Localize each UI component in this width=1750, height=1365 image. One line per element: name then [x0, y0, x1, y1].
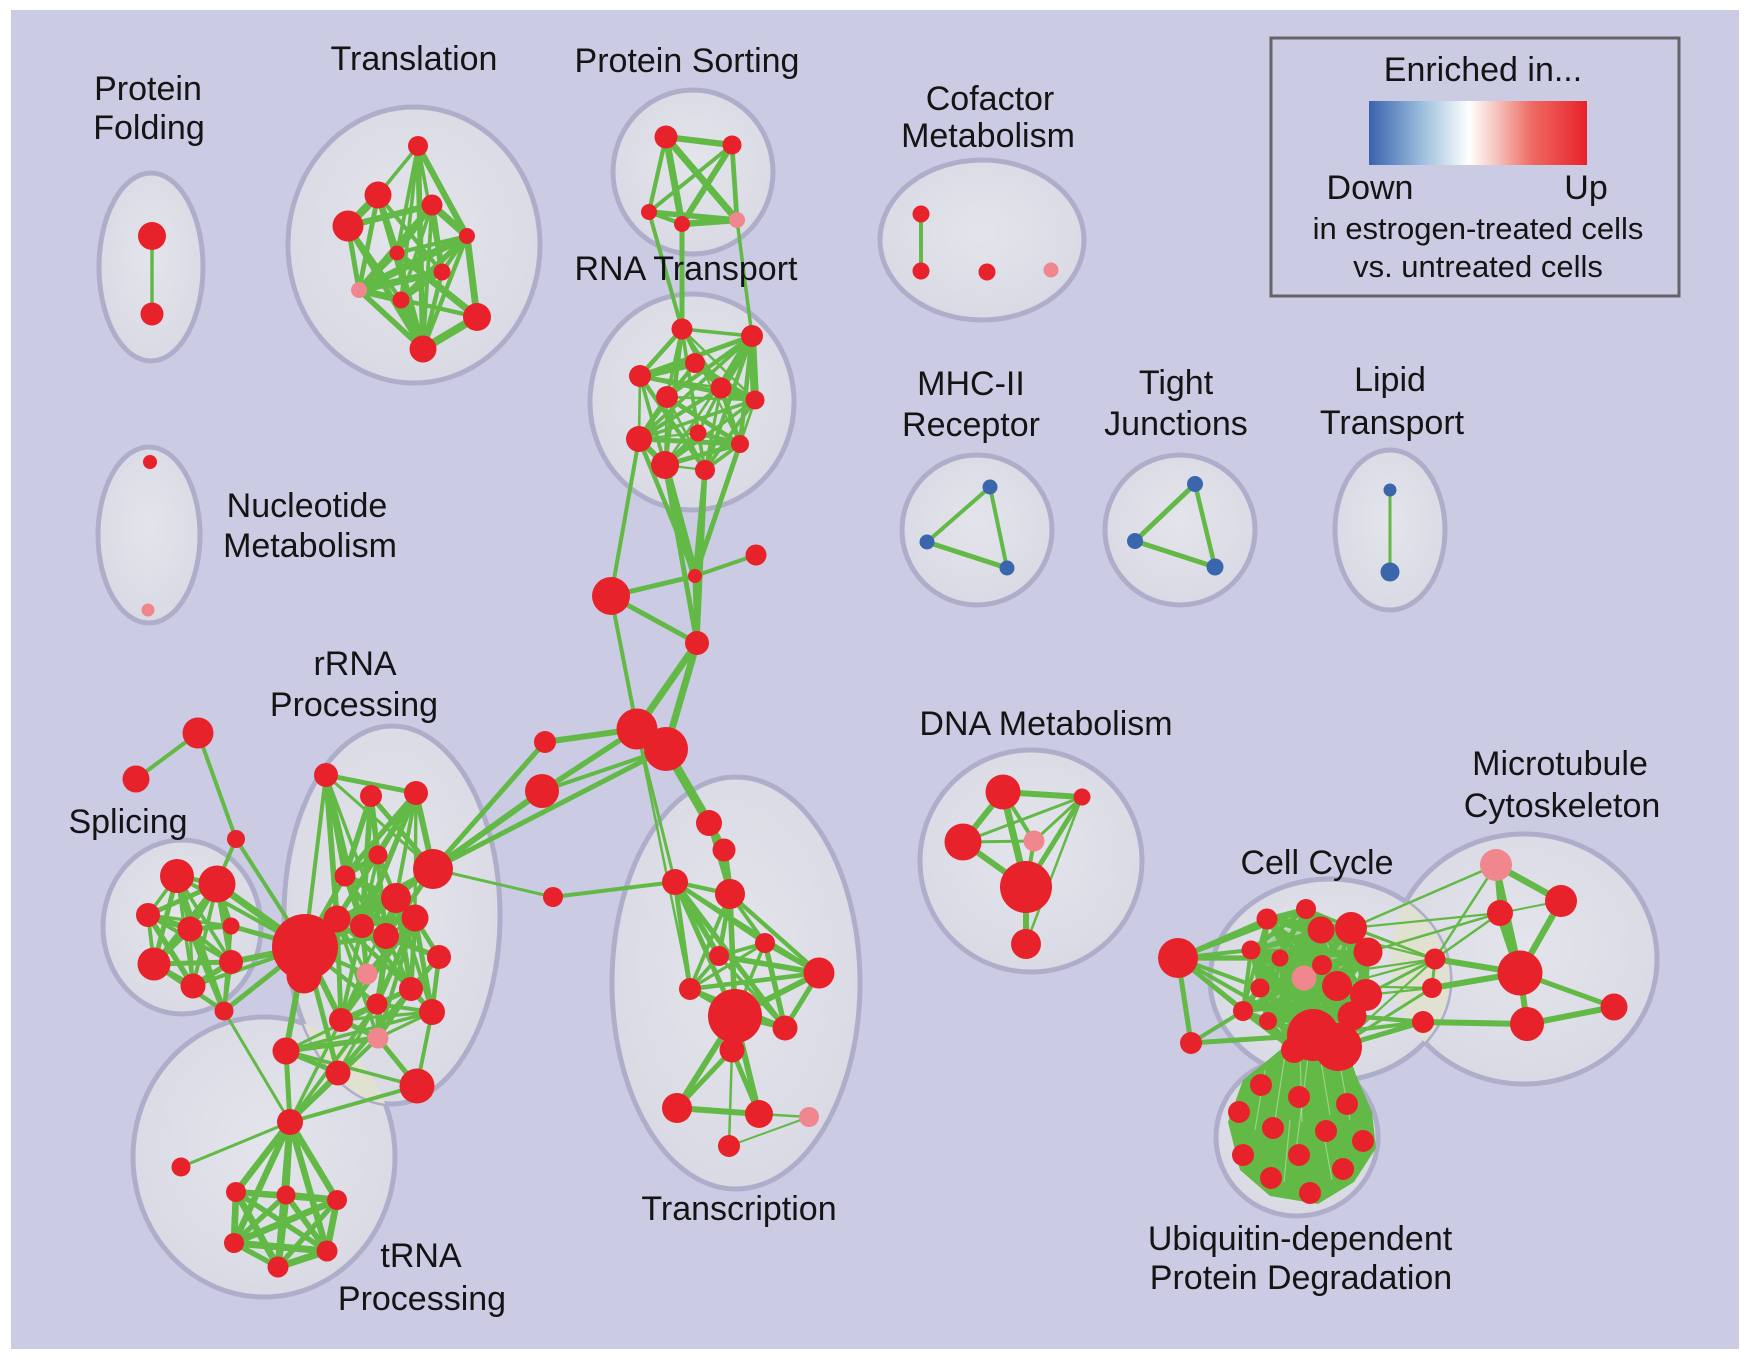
svg-text:Lipid: Lipid — [1354, 361, 1426, 399]
svg-text:rRNA: rRNA — [313, 645, 396, 683]
svg-text:Junctions: Junctions — [1104, 405, 1248, 443]
svg-text:Processing: Processing — [270, 686, 438, 724]
svg-text:RNA Transport: RNA Transport — [575, 250, 799, 288]
svg-text:Metabolism: Metabolism — [223, 527, 397, 565]
svg-text:Nucleotide: Nucleotide — [227, 487, 388, 525]
svg-text:Transcription: Transcription — [641, 1190, 836, 1228]
svg-text:Protein Degradation: Protein Degradation — [1150, 1259, 1452, 1297]
svg-text:Cell Cycle: Cell Cycle — [1240, 844, 1393, 882]
svg-text:tRNA: tRNA — [380, 1237, 462, 1275]
svg-text:Down: Down — [1327, 169, 1414, 207]
svg-text:in estrogen-treated cells: in estrogen-treated cells — [1313, 211, 1644, 246]
svg-text:Cytoskeleton: Cytoskeleton — [1464, 787, 1661, 825]
svg-text:Microtubule: Microtubule — [1472, 745, 1648, 783]
svg-text:Splicing: Splicing — [68, 803, 187, 841]
svg-text:MHC-II: MHC-II — [917, 365, 1025, 403]
svg-text:Cofactor: Cofactor — [926, 80, 1055, 118]
svg-text:Folding: Folding — [93, 109, 205, 147]
svg-text:Tight: Tight — [1139, 364, 1214, 402]
svg-text:Enriched in...: Enriched in... — [1384, 51, 1582, 89]
svg-text:Transport: Transport — [1320, 404, 1465, 442]
svg-text:Protein: Protein — [94, 70, 202, 108]
svg-text:Metabolism: Metabolism — [901, 117, 1075, 155]
svg-text:Translation: Translation — [331, 40, 498, 78]
svg-text:vs. untreated cells: vs. untreated cells — [1353, 249, 1603, 284]
svg-text:Up: Up — [1564, 169, 1607, 207]
svg-text:Processing: Processing — [338, 1280, 506, 1318]
svg-text:DNA Metabolism: DNA Metabolism — [919, 705, 1172, 743]
svg-text:Receptor: Receptor — [902, 406, 1040, 444]
svg-text:Protein Sorting: Protein Sorting — [575, 42, 800, 80]
svg-text:Ubiquitin-dependent: Ubiquitin-dependent — [1148, 1220, 1453, 1258]
